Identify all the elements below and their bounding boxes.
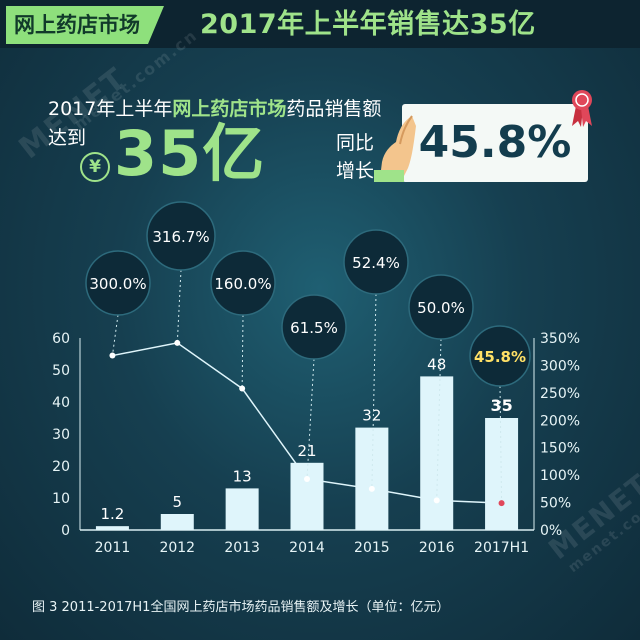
y-right-tick-label: 150%	[540, 441, 580, 457]
leader-line	[111, 314, 119, 356]
growth-point	[368, 485, 375, 492]
leader-line	[436, 338, 442, 501]
bar-value-label: 35	[490, 396, 512, 415]
bar-value-label: 32	[362, 407, 381, 425]
y-left-tick-label: 60	[52, 331, 70, 347]
growth-bubble	[146, 201, 216, 271]
sales-chart: 0 10 20 30 40 50 60 0% 50% 100% 150% 200% 250% 300% 35…	[52, 201, 580, 556]
y-left-tick-label: 10	[52, 491, 70, 507]
bar	[485, 418, 519, 530]
bar	[225, 488, 259, 530]
growth-point	[433, 497, 440, 504]
bar-value-label: 1.2	[100, 505, 124, 523]
growth-value-label: 50.0%	[417, 299, 465, 317]
yoy-label-line1: 同比	[336, 132, 375, 154]
growth-point	[239, 385, 246, 392]
growth-bubble	[408, 274, 474, 340]
leader-line	[176, 269, 182, 343]
bar	[355, 427, 389, 530]
growth-bubble	[343, 229, 409, 295]
growth-bubble	[469, 325, 531, 387]
y-left-tick-label: 50	[52, 363, 70, 379]
bar-value-label: 48	[427, 355, 446, 373]
bar	[420, 376, 454, 530]
growth-point	[498, 500, 505, 507]
leader-line	[241, 314, 244, 389]
growth-point	[304, 475, 310, 482]
x-tick-label: 2017H1	[474, 540, 529, 556]
section-tag: 网上药店市场	[6, 6, 164, 44]
headline-highlight: 网上药店市场	[172, 98, 287, 120]
headline-reach: 达到	[48, 127, 87, 149]
growth-value-label: 316.7%	[152, 228, 209, 246]
y-right-tick-label: 0%	[540, 523, 562, 539]
y-right-tick-label: 350%	[540, 331, 580, 347]
growth-value-label: 61.5%	[290, 319, 338, 337]
y-right-tick-label: 50%	[540, 496, 571, 512]
header-bar: 网上药店市场 2017年上半年销售达35亿	[0, 0, 640, 48]
y-right-tick-label: 300%	[540, 358, 580, 374]
headline-amount: 35亿	[114, 117, 266, 190]
x-tick-label: 2012	[159, 540, 195, 556]
figure-caption: 图 3 2011-2017H1全国网上药店市场药品销售额及增长（单位：亿元）	[32, 600, 450, 615]
growth-card: 45.8%	[402, 104, 588, 182]
x-tick-label: 2013	[224, 540, 260, 556]
x-tick-label: 2011	[95, 540, 131, 556]
y-right-tick-label: 100%	[540, 468, 580, 484]
y-left-tick-label: 0	[61, 523, 70, 539]
yen-icon: ¥	[80, 152, 110, 182]
growth-bubble	[85, 250, 151, 316]
x-tick-label: 2015	[354, 540, 390, 556]
x-tick-label: 2016	[419, 540, 455, 556]
growth-bubble	[281, 294, 347, 360]
growth-point	[174, 339, 181, 346]
bar-value-label: 13	[233, 467, 252, 485]
growth-value-label: 45.8%	[474, 348, 526, 366]
headline-suffix: 药品销售额	[286, 98, 382, 120]
hand-icon	[374, 115, 416, 182]
bar-value-label: 5	[173, 493, 183, 511]
x-tick-label: 2014	[289, 540, 325, 556]
y-right-tick-label: 250%	[540, 386, 580, 402]
growth-value-label: 160.0%	[214, 275, 271, 293]
growth-value-label: 52.4%	[352, 254, 400, 272]
growth-point	[109, 352, 116, 359]
headline-prefix: 2017年上半年	[48, 98, 173, 120]
growth-bubble	[210, 250, 276, 316]
growth-value: 45.8%	[418, 117, 572, 168]
growth-value-label: 300.0%	[89, 275, 146, 293]
bar	[160, 514, 194, 530]
main-title: 2017年上半年销售达35亿	[200, 9, 536, 40]
y-left-tick-label: 30	[52, 427, 70, 443]
ribbon-icon	[572, 90, 592, 127]
y-right-tick-label: 200%	[540, 413, 580, 429]
bar	[95, 526, 129, 530]
y-left-tick-label: 20	[52, 459, 70, 475]
leader-line	[306, 358, 315, 480]
yoy-label-line2: 增长	[336, 160, 375, 182]
bar-value-label: 21	[297, 442, 316, 460]
bar	[290, 462, 324, 530]
y-left-tick-label: 40	[52, 395, 70, 411]
headline-line1: 2017年上半年网上药店市场药品销售额	[48, 94, 381, 121]
